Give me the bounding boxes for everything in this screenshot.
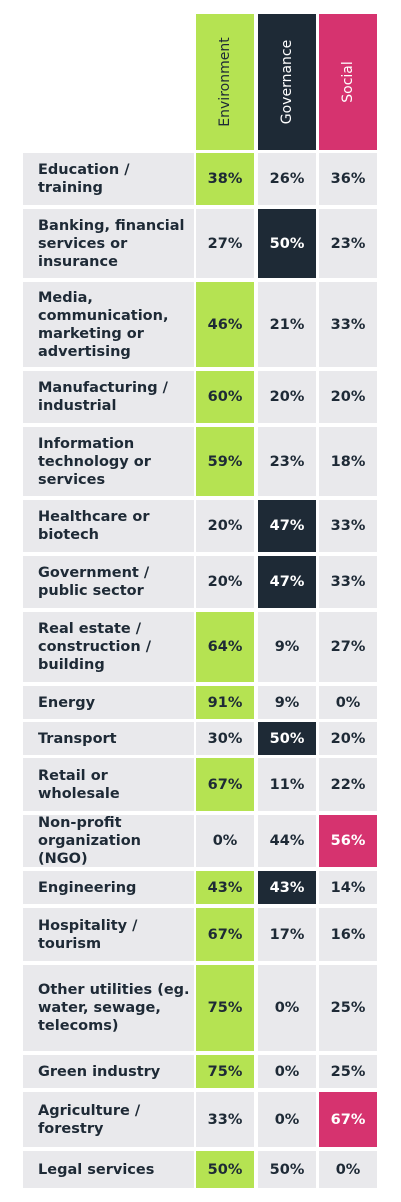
value-cell-social: 20%: [319, 371, 377, 423]
value-cell-environment: 75%: [196, 965, 254, 1051]
value-cell-social: 33%: [319, 556, 377, 608]
value-cell-social: 25%: [319, 965, 377, 1051]
row-label: Government / public sector: [23, 556, 194, 608]
value-cell-environment: 59%: [196, 427, 254, 496]
row-label: Education / training: [23, 153, 194, 205]
value-cell-environment: 46%: [196, 282, 254, 367]
value-cell-governance: 23%: [258, 427, 316, 496]
row-label: Transport: [23, 722, 194, 755]
row-label: Energy: [23, 686, 194, 719]
row-label: Manufacturing / industrial: [23, 371, 194, 423]
value-cell-governance: 17%: [258, 908, 316, 961]
value-cell-environment: 20%: [196, 500, 254, 552]
value-cell-governance: 0%: [258, 1092, 316, 1147]
value-cell-governance: 21%: [258, 282, 316, 367]
value-cell-environment: 60%: [196, 371, 254, 423]
value-cell-environment: 67%: [196, 908, 254, 961]
row-label: Real estate / construction / building: [23, 612, 194, 682]
value-cell-social: 25%: [319, 1055, 377, 1088]
value-cell-governance: 50%: [258, 209, 316, 278]
value-cell-environment: 0%: [196, 815, 254, 867]
row-label: Information technology or services: [23, 427, 194, 496]
row-label: Engineering: [23, 871, 194, 904]
value-cell-social: 14%: [319, 871, 377, 904]
value-cell-governance: 50%: [258, 722, 316, 755]
value-cell-governance: 20%: [258, 371, 316, 423]
value-cell-governance: 0%: [258, 1055, 316, 1088]
value-cell-governance: 26%: [258, 153, 316, 205]
value-cell-social: 0%: [319, 686, 377, 719]
value-cell-social: 33%: [319, 282, 377, 367]
value-cell-environment: 33%: [196, 1092, 254, 1147]
value-cell-environment: 91%: [196, 686, 254, 719]
value-cell-environment: 64%: [196, 612, 254, 682]
value-cell-governance: 47%: [258, 500, 316, 552]
value-cell-social: 20%: [319, 722, 377, 755]
value-cell-social: 36%: [319, 153, 377, 205]
value-cell-governance: 11%: [258, 758, 316, 811]
value-cell-social: 0%: [319, 1151, 377, 1188]
value-cell-social: 18%: [319, 427, 377, 496]
value-cell-social: 23%: [319, 209, 377, 278]
row-label: Hospitality / tourism: [23, 908, 194, 961]
row-label: Retail or wholesale: [23, 758, 194, 811]
value-cell-social: 27%: [319, 612, 377, 682]
value-cell-governance: 9%: [258, 686, 316, 719]
row-label: Green industry: [23, 1055, 194, 1088]
value-cell-environment: 27%: [196, 209, 254, 278]
value-cell-governance: 9%: [258, 612, 316, 682]
value-cell-environment: 20%: [196, 556, 254, 608]
value-cell-environment: 38%: [196, 153, 254, 205]
value-cell-environment: 30%: [196, 722, 254, 755]
column-header-label: Social: [340, 61, 356, 103]
column-header-label: Governance: [279, 39, 295, 125]
row-label: Healthcare or biotech: [23, 500, 194, 552]
value-cell-social: 67%: [319, 1092, 377, 1147]
value-cell-governance: 43%: [258, 871, 316, 904]
column-header-social: Social: [319, 14, 377, 150]
value-cell-environment: 43%: [196, 871, 254, 904]
value-cell-governance: 0%: [258, 965, 316, 1051]
value-cell-social: 22%: [319, 758, 377, 811]
value-cell-environment: 50%: [196, 1151, 254, 1188]
row-label: Media, communication, marketing or adver…: [23, 282, 194, 367]
column-header-environment: Environment: [196, 14, 254, 150]
value-cell-social: 16%: [319, 908, 377, 961]
value-cell-social: 56%: [319, 815, 377, 867]
row-label: Agriculture / forestry: [23, 1092, 194, 1147]
value-cell-governance: 50%: [258, 1151, 316, 1188]
column-header-label: Environment: [217, 37, 233, 127]
value-cell-governance: 44%: [258, 815, 316, 867]
column-header-governance: Governance: [258, 14, 316, 150]
value-cell-environment: 67%: [196, 758, 254, 811]
row-label: Other utilities (eg. water, sewage, tele…: [23, 965, 194, 1051]
row-label: Legal services: [23, 1151, 194, 1188]
value-cell-social: 33%: [319, 500, 377, 552]
row-label: Banking, financial services or insurance: [23, 209, 194, 278]
row-label: Non-profit organization (NGO): [23, 815, 194, 867]
value-cell-governance: 47%: [258, 556, 316, 608]
value-cell-environment: 75%: [196, 1055, 254, 1088]
